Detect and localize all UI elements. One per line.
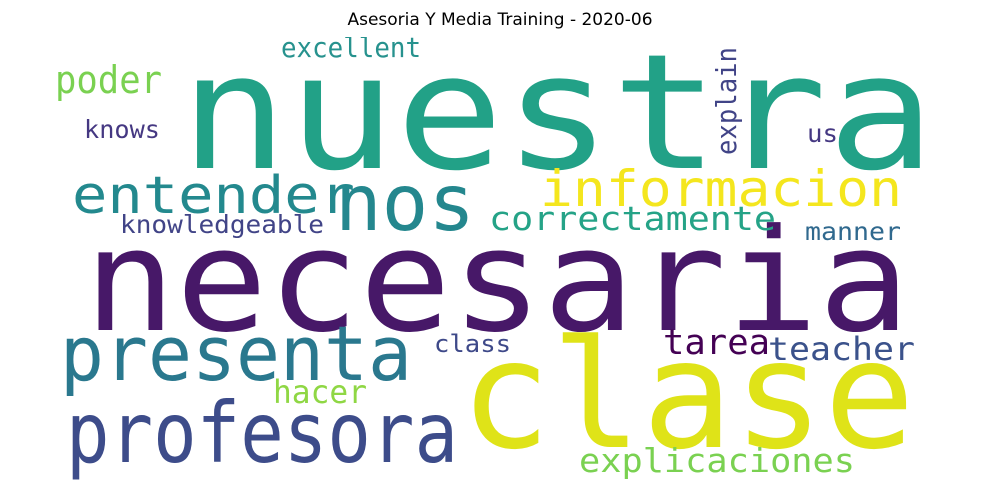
word-clase: clase: [460, 309, 915, 483]
word-class: class: [434, 330, 511, 358]
word-knows: knows: [84, 115, 160, 144]
word-tarea: tarea: [663, 323, 770, 363]
word-excellent: excellent: [281, 37, 421, 64]
word-hacer: hacer: [273, 373, 367, 411]
word-informacion: informacion: [540, 160, 902, 218]
word-entender: entender: [72, 166, 355, 226]
word-correctamente: correctamente: [489, 199, 776, 238]
word-us: us: [807, 119, 838, 148]
word-manner: manner: [805, 217, 901, 246]
word-poder: poder: [55, 58, 162, 102]
wordcloud-canvas: nuestra necesaria clase profesora presen…: [50, 19, 950, 487]
word-explain: explain: [710, 47, 743, 155]
word-profesora: profesora: [66, 384, 458, 482]
word-nuestra: nuestra: [180, 37, 935, 206]
word-presenta: presenta: [60, 309, 412, 398]
word-nos: nos: [335, 159, 475, 249]
word-teacher: teacher: [768, 330, 915, 368]
word-knowledgeable: knowledgeable: [120, 210, 324, 239]
word-necesaria: necesaria: [84, 199, 910, 364]
figure-title: Asesoria Y Media Training - 2020-06: [347, 10, 653, 30]
word-explicaciones: explicaciones: [579, 441, 855, 480]
wordcloud-svg: nuestra necesaria clase profesora presen…: [55, 19, 935, 483]
